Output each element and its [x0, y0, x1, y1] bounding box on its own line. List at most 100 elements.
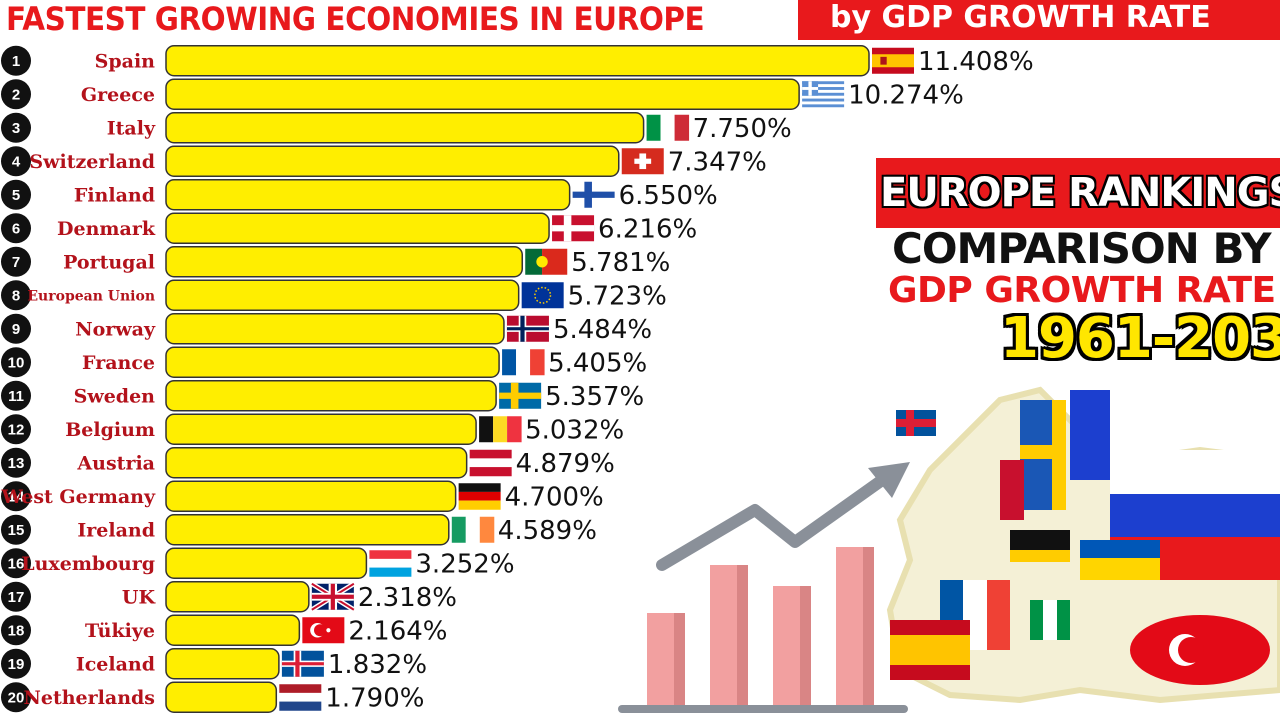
- value-label: 3.252%: [415, 549, 514, 579]
- chart-row-netherlands: 20 Netherlands 1.790%: [1, 681, 424, 713]
- country-label: Denmark: [57, 218, 156, 240]
- west-germany-flag-icon: [458, 483, 501, 510]
- bar-uk: [165, 581, 310, 613]
- rank-badge: [1, 481, 31, 512]
- rank-number: 9: [12, 321, 20, 338]
- finland-flag-icon: [572, 181, 615, 208]
- country-label: Spain: [95, 51, 156, 73]
- bar-t-kiye: [165, 614, 301, 646]
- italy-flag-icon: [646, 114, 690, 141]
- belgium-flag-icon: [479, 416, 522, 443]
- rank-badge: [1, 514, 31, 545]
- bar-greece: [165, 78, 800, 110]
- chart-row-norway: 9 Norway 5.484%: [1, 313, 652, 345]
- country-label: Norway: [75, 319, 156, 341]
- value-label: 5.032%: [525, 415, 624, 445]
- rank-number: 4: [12, 153, 21, 170]
- value-label: 6.216%: [598, 214, 697, 244]
- value-label: 5.723%: [568, 281, 667, 311]
- value-label: 7.750%: [693, 114, 792, 144]
- value-label: 4.589%: [498, 516, 597, 546]
- rank-number: 18: [8, 622, 25, 639]
- chart-row-denmark: 6 Denmark 6.216%: [1, 212, 697, 244]
- value-label: 1.790%: [325, 683, 424, 713]
- france-flag-icon: [502, 349, 545, 376]
- rank-number: 3: [12, 120, 20, 137]
- rank-number: 10: [8, 354, 25, 371]
- denmark-flag-icon: [552, 215, 595, 242]
- promo-comparison-by: COMPARISON BY: [892, 224, 1272, 273]
- rank-badge: [1, 213, 31, 244]
- country-label: Portugal: [63, 252, 155, 274]
- rank-badge: [1, 447, 31, 478]
- bar-iceland: [165, 648, 280, 680]
- promo-year-range: 1961-2030: [1000, 306, 1280, 371]
- rank-number: 11: [8, 388, 24, 405]
- chart-row-spain: 1 Spain 11.408%: [1, 45, 1034, 77]
- country-label: Ireland: [77, 520, 155, 542]
- rank-number: 12: [8, 421, 25, 438]
- portugal-flag-icon: [525, 248, 568, 275]
- value-label: 5.405%: [548, 348, 647, 378]
- value-label: 5.357%: [545, 382, 644, 412]
- rank-badge: [1, 246, 31, 277]
- country-label: Finland: [74, 185, 155, 207]
- chart-row-t-kiye: 18 Tükiye 2.164%: [1, 614, 447, 646]
- country-label: Iceland: [76, 654, 155, 676]
- rank-number: 5: [12, 187, 20, 204]
- country-label: UK: [122, 587, 157, 609]
- iceland-flag-icon: [281, 650, 324, 677]
- rank-badge: [1, 380, 31, 411]
- bar-finland: [165, 179, 571, 211]
- rank-number: 6: [12, 220, 20, 237]
- chart-row-switzerland: 4 Switzerland 7.347%: [1, 145, 767, 177]
- chart-row-european-union: 8 European Union 5.723%: [1, 279, 667, 311]
- value-label: 4.700%: [505, 482, 604, 512]
- bar-portugal: [165, 246, 523, 278]
- rank-badge: [1, 648, 31, 679]
- country-label: West Germany: [0, 486, 156, 508]
- chart-row-belgium: 12 Belgium 5.032%: [1, 413, 624, 445]
- bar-spain: [165, 45, 870, 77]
- rank-badge: [1, 548, 31, 579]
- promo-gdp-growth-rate: GDP GROWTH RATE: [888, 270, 1276, 311]
- eu-flag-icon: [521, 282, 564, 309]
- bar-denmark: [165, 212, 550, 244]
- country-label: France: [82, 352, 155, 374]
- bar-sweden: [165, 380, 497, 412]
- rank-badge: [1, 79, 31, 110]
- rank-badge: [1, 682, 31, 713]
- rank-number: 13: [8, 455, 25, 472]
- bar-france: [165, 346, 500, 378]
- value-label: 2.164%: [348, 616, 447, 646]
- bar-netherlands: [165, 681, 278, 713]
- country-label: Italy: [107, 118, 156, 140]
- rank-number: 20: [8, 689, 25, 706]
- bar-switzerland: [165, 145, 620, 177]
- chart-subtitle: by GDP GROWTH RATE: [798, 0, 1280, 40]
- rank-badge: [1, 414, 31, 445]
- chart-row-iceland: 19 Iceland 1.832%: [1, 648, 427, 680]
- rank-badge: [1, 615, 31, 646]
- rank-number: 14: [8, 488, 25, 505]
- value-label: 10.274%: [848, 80, 964, 110]
- rank-badge: [1, 179, 31, 210]
- luxembourg-flag-icon: [369, 550, 412, 577]
- rank-number: 16: [8, 555, 25, 572]
- chart-title: FASTEST GROWING ECONOMIES IN EUROPE: [6, 0, 705, 38]
- rank-number: 8: [12, 287, 20, 304]
- rank-number: 19: [8, 656, 25, 673]
- country-label: Greece: [81, 84, 155, 106]
- bar-norway: [165, 313, 505, 345]
- value-label: 5.484%: [553, 315, 652, 345]
- norway-flag-icon: [506, 315, 549, 342]
- greece-flag-icon: [802, 81, 845, 108]
- austria-flag-icon: [469, 449, 512, 477]
- rank-number: 7: [12, 254, 20, 271]
- chart-row-uk: 17 UK 2.318%: [1, 581, 457, 613]
- bar-italy: [165, 112, 645, 144]
- chart-row-greece: 2 Greece 10.274%: [1, 78, 964, 110]
- spain-flag-icon: [872, 47, 914, 74]
